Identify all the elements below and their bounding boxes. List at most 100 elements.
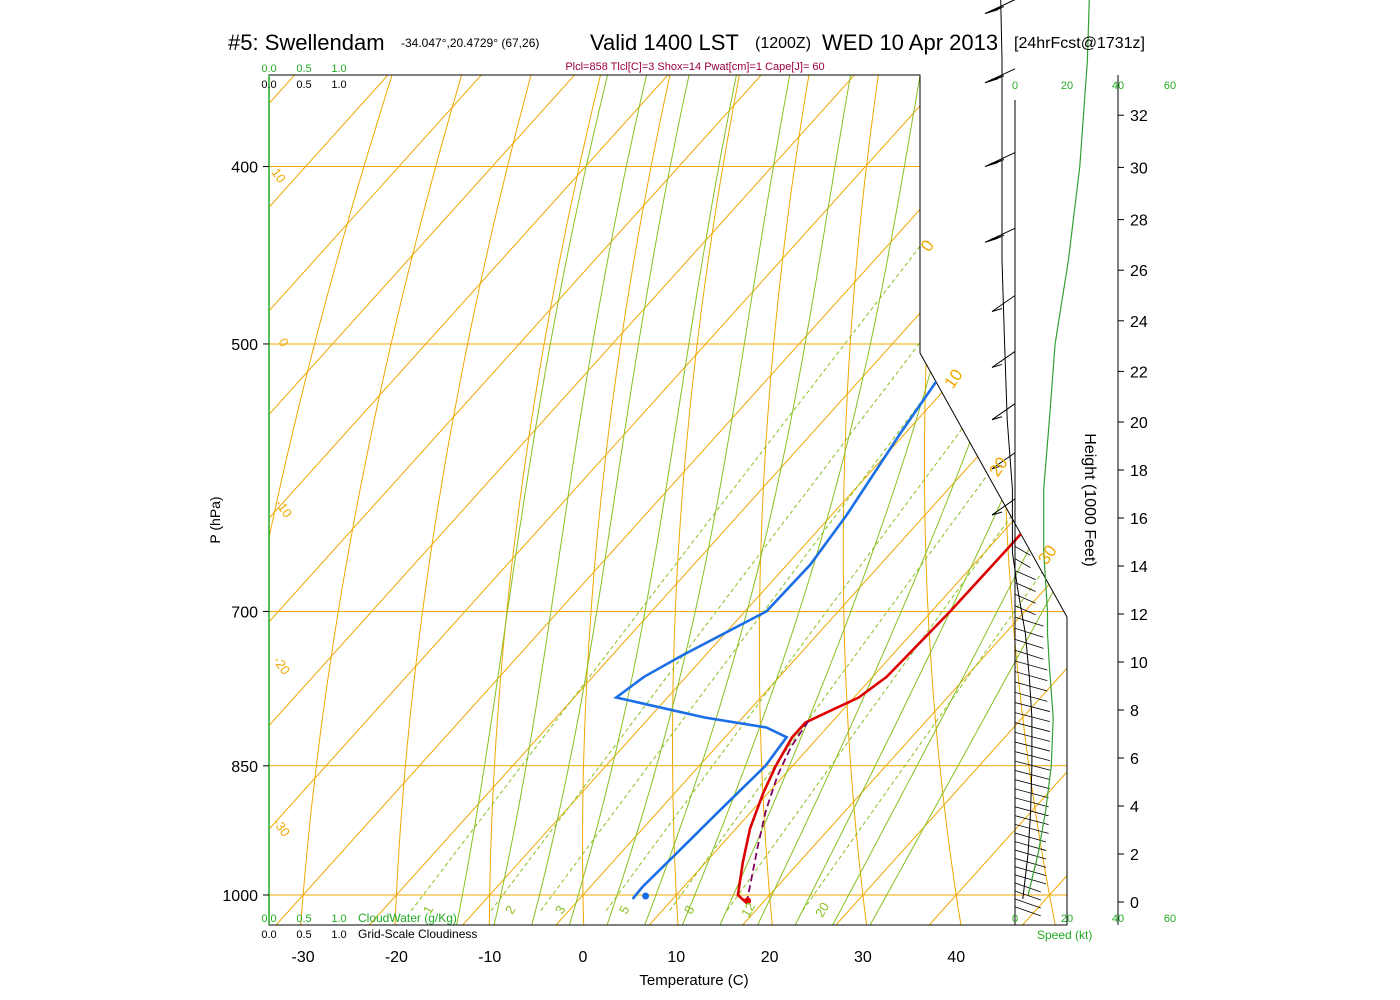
wind-barb-flag xyxy=(984,162,999,168)
speed-tick-top: 20 xyxy=(1061,80,1073,92)
wind-speed-line xyxy=(1000,0,1033,900)
x-axis-title: Temperature (C) xyxy=(639,972,748,989)
wind-hatch xyxy=(1014,779,1050,790)
mixing-ratio-line xyxy=(802,166,1067,911)
height-axis-title: Height (1000 Feet) xyxy=(1081,433,1098,566)
mixing-ratio-label: 2 xyxy=(502,903,519,917)
isotherm-line xyxy=(269,75,485,925)
cloudwater-tick-bottom: 0.5 xyxy=(296,913,311,925)
wind-hatch xyxy=(1014,890,1041,901)
plot-frame xyxy=(268,74,1119,926)
wind-hatch xyxy=(1014,558,1031,568)
moist-adiabat-line xyxy=(491,75,731,925)
parcel-line xyxy=(745,717,812,904)
height-profile-line xyxy=(1027,0,1090,896)
wind-hatch xyxy=(1014,898,1041,909)
wind-hatch xyxy=(1014,906,1041,917)
wind-hatch xyxy=(1014,760,1050,771)
stability-indices: Plcl=858 Tlcl[C]=3 Shox=14 Pwat[cm]=1 Ca… xyxy=(565,61,824,73)
dry-adiabat-label: -10 xyxy=(272,496,295,520)
wind-hatch xyxy=(1014,582,1036,592)
wind-hatch xyxy=(1014,823,1049,834)
cloudwater-label: CloudWater (g/Kg) xyxy=(358,911,457,925)
wind-barb-flag xyxy=(990,159,1005,165)
isotherm-line xyxy=(269,75,1045,925)
pressure-tick-label: 500 xyxy=(231,337,258,354)
dry-adiabat-line xyxy=(299,75,565,925)
pressure-tick-label: 400 xyxy=(231,160,258,177)
sounding-series xyxy=(613,75,1067,905)
height-tick-label: 26 xyxy=(1130,263,1148,280)
moist-adiabat-line xyxy=(566,75,812,925)
wind-barb-flag xyxy=(991,308,1003,312)
wind-hatch xyxy=(1014,712,1050,723)
wind-hatch xyxy=(1014,660,1048,671)
speed-tick-top: 40 xyxy=(1112,80,1124,92)
wind-barb-flag xyxy=(991,363,1003,368)
wind-hatch xyxy=(1014,671,1048,681)
wind-hatch xyxy=(1014,770,1050,780)
valid-utc: (1200Z) xyxy=(755,35,811,52)
surface-temperature-dot xyxy=(744,897,752,905)
dry-adiabat-line xyxy=(269,75,503,925)
wind-hatch xyxy=(1014,616,1044,627)
isotherm-line xyxy=(269,75,1067,925)
wind-barb-flag xyxy=(987,236,1002,242)
isotherm-line xyxy=(269,75,859,925)
moist-adiabat-line xyxy=(790,75,1067,925)
isotherm-line xyxy=(361,75,1067,925)
speed-green-tick-bottom: 60 xyxy=(1164,913,1176,925)
wind-hatch xyxy=(1014,731,1050,742)
pressure-tick-label: 1000 xyxy=(222,888,258,905)
wind-hatch xyxy=(1014,849,1047,860)
cloudwater-tick-bottom: 1.0 xyxy=(331,913,346,925)
wind-hatch xyxy=(1014,649,1044,660)
wind-barb xyxy=(991,498,1016,516)
dry-adiabat-line xyxy=(1225,0,1341,934)
wind-barb xyxy=(991,351,1016,368)
wind-hatch xyxy=(1014,751,1050,762)
wind-hatch xyxy=(1014,741,1050,752)
mixing-ratio-label: 5 xyxy=(616,903,633,917)
axis-labels: 2503004005007008501000-30-20-10010203040… xyxy=(222,63,1176,966)
cloudwater-tick-bottom: 0.0 xyxy=(261,913,276,925)
mixing-ratio-line xyxy=(490,166,1055,912)
isotherm-line xyxy=(269,75,1067,925)
dewpoint-line xyxy=(613,75,1067,900)
dry-adiabat-line xyxy=(1295,0,1400,934)
temperature-tick-label: -30 xyxy=(292,949,315,966)
cloudiness-tick-bottom: 0.0 xyxy=(261,929,276,941)
dry-adiabat-line xyxy=(394,75,627,925)
wind-hatch xyxy=(1014,797,1049,808)
wind-barb-flag xyxy=(987,76,1002,82)
station-coords: -34.047°,20.4729° (67,26) xyxy=(401,36,539,50)
cloudiness-tick-top: 1.0 xyxy=(331,79,346,91)
wind-hatch xyxy=(1014,593,1036,604)
dry-adiabat-label: 0 xyxy=(275,335,291,350)
isotherm-line xyxy=(1108,0,1400,934)
isotherm-line xyxy=(454,75,1067,925)
wind-barb-flag xyxy=(984,78,999,84)
dry-adiabat-line xyxy=(1363,0,1400,934)
pressure-tick-label: 700 xyxy=(231,604,258,621)
surface-dewpoint-dot xyxy=(642,892,650,900)
isotherm-line xyxy=(269,75,579,925)
height-tick-label: 10 xyxy=(1130,655,1148,672)
dry-adiabat-line xyxy=(758,75,875,925)
isotherm-line xyxy=(827,75,1067,925)
cloudwater-tick-top: 0.0 xyxy=(261,63,276,75)
height-tick-label: 16 xyxy=(1130,511,1148,528)
temperature-tick-label: 10 xyxy=(667,949,685,966)
speed-green-tick-top: 60 xyxy=(1164,80,1176,92)
wind-hatch xyxy=(1014,627,1044,638)
isotherm-line xyxy=(734,75,1067,925)
mixing-ratio-line xyxy=(410,166,983,912)
wind-barb-flag xyxy=(991,465,1003,470)
height-tick-label: 12 xyxy=(1130,607,1148,624)
speed-tick-bottom: 40 xyxy=(1112,913,1124,925)
temperature-tick-label: -10 xyxy=(478,949,501,966)
moist-adiabat-line xyxy=(454,75,697,925)
height-tick-label: 2 xyxy=(1130,847,1139,864)
dry-adiabat-line xyxy=(842,75,937,925)
